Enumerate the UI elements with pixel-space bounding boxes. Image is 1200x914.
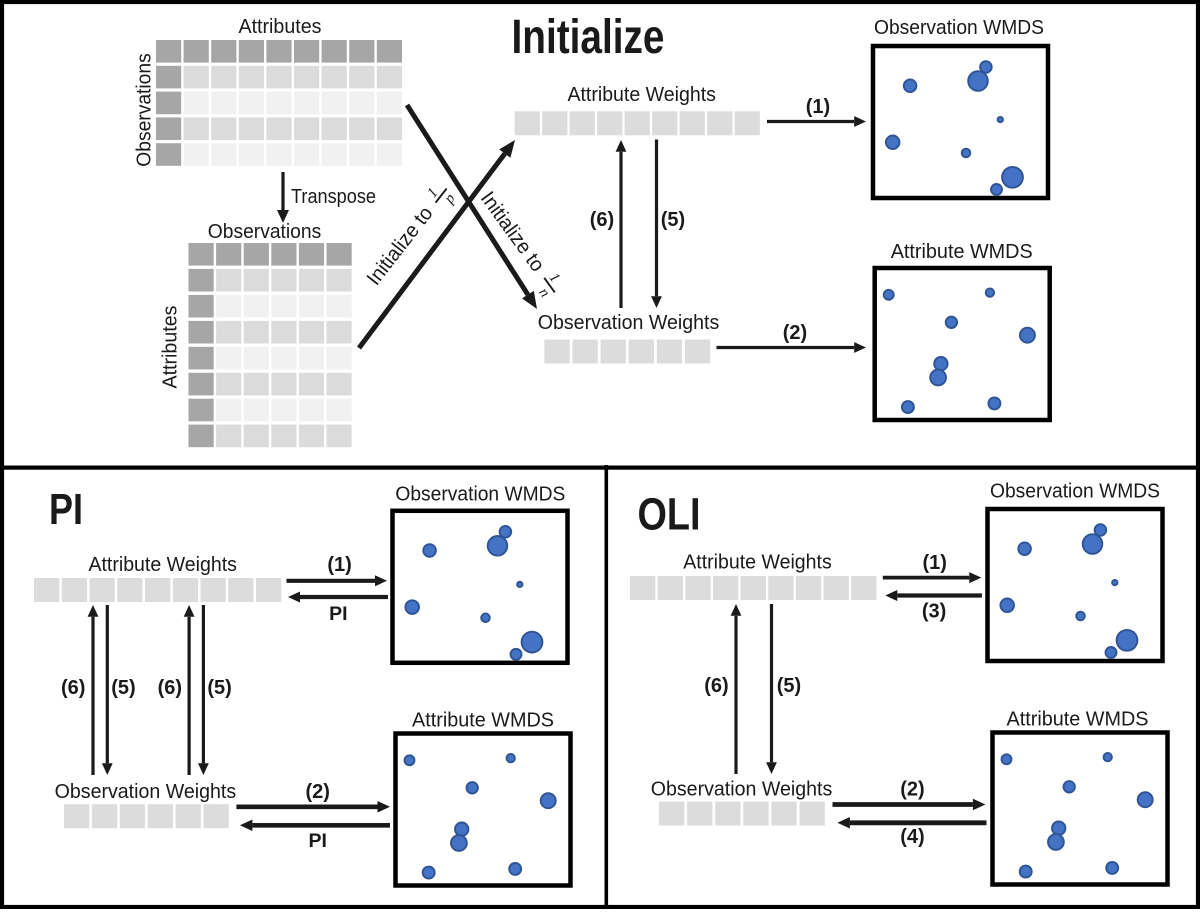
svg-text:Attribute WMDS: Attribute WMDS <box>1007 708 1149 731</box>
svg-text:(1): (1) <box>922 552 946 574</box>
svg-text:Attribute WMDS: Attribute WMDS <box>891 240 1033 263</box>
svg-text:PI: PI <box>49 485 83 534</box>
svg-text:(6): (6) <box>590 209 614 231</box>
svg-text:Attribute WMDS: Attribute WMDS <box>412 708 554 731</box>
svg-text:(3): (3) <box>922 600 946 622</box>
svg-text:(5): (5) <box>111 677 135 699</box>
svg-text:(5): (5) <box>661 209 685 231</box>
svg-text:Observation Weights: Observation Weights <box>55 780 237 803</box>
svg-text:(6): (6) <box>61 677 85 699</box>
svg-text:Attributes: Attributes <box>159 306 182 389</box>
svg-text:Observations: Observations <box>208 220 322 243</box>
svg-text:Initialize: Initialize <box>512 10 665 64</box>
svg-text:Observation Weights: Observation Weights <box>538 311 720 334</box>
svg-text:(4): (4) <box>900 826 924 848</box>
svg-text:Transpose: Transpose <box>291 185 376 208</box>
svg-text:Observation WMDS: Observation WMDS <box>395 483 565 506</box>
svg-text:(2): (2) <box>783 322 807 344</box>
svg-text:(5): (5) <box>207 677 231 699</box>
svg-text:Attributes: Attributes <box>239 15 322 38</box>
svg-text:(2): (2) <box>305 781 329 803</box>
svg-text:(2): (2) <box>900 779 924 801</box>
svg-text:Attribute Weights: Attribute Weights <box>88 553 237 576</box>
svg-text:Attribute Weights: Attribute Weights <box>683 551 832 574</box>
svg-text:(6): (6) <box>704 675 728 697</box>
svg-text:(1): (1) <box>806 96 830 118</box>
svg-text:Observation Weights: Observation Weights <box>651 778 833 801</box>
svg-text:Observation WMDS: Observation WMDS <box>874 16 1044 39</box>
svg-text:(1): (1) <box>327 554 351 576</box>
svg-text:(5): (5) <box>777 675 801 697</box>
svg-text:Observation WMDS: Observation WMDS <box>990 480 1160 503</box>
svg-text:PI: PI <box>329 603 347 625</box>
svg-text:Observations: Observations <box>133 53 156 167</box>
svg-text:Attribute Weights: Attribute Weights <box>567 83 716 106</box>
svg-text:OLI: OLI <box>638 489 701 540</box>
svg-text:(6): (6) <box>158 677 182 699</box>
svg-text:PI: PI <box>308 830 326 852</box>
